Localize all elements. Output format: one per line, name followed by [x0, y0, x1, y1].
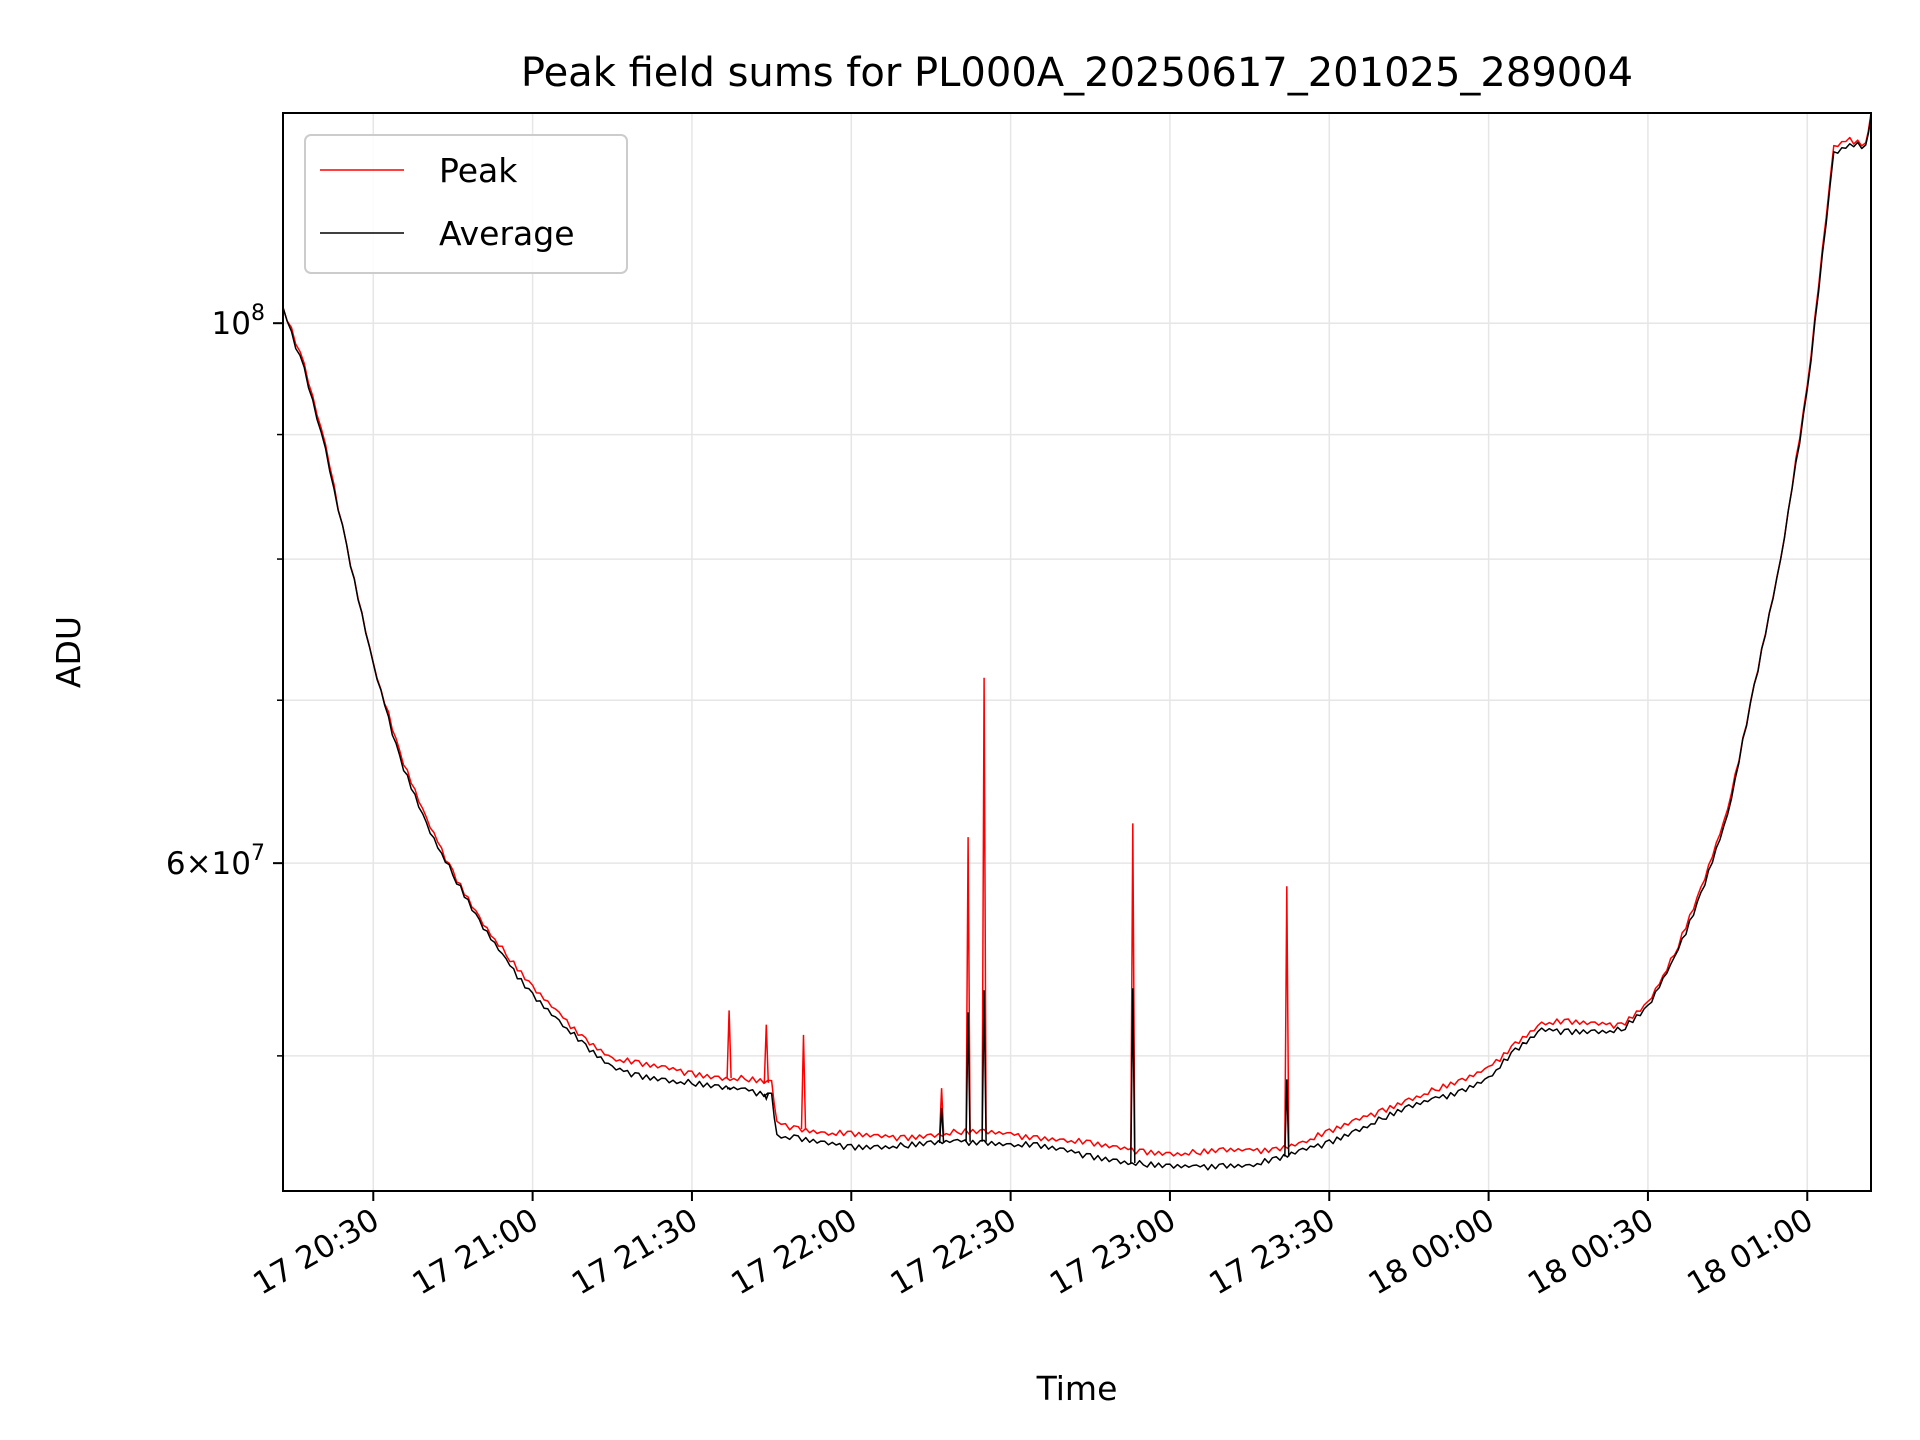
spike-peak [726, 1010, 732, 1079]
plot-area [282, 112, 1872, 1192]
series-line-average [282, 117, 1872, 1171]
spike-average [763, 1093, 770, 1102]
spike-average [1284, 1079, 1290, 1157]
x-axis-label: Time [1036, 1369, 1118, 1408]
legend-label-peak: Peak [439, 151, 518, 190]
spike-peak [981, 677, 987, 1133]
spike-average [726, 1087, 732, 1090]
legend: Peak Average [304, 134, 628, 274]
spike-peak [965, 837, 971, 1133]
spike-peak [763, 1024, 770, 1083]
y-tick-exponent: 8 [251, 301, 265, 326]
grid [283, 113, 1871, 1191]
series-layer [282, 112, 1872, 1171]
spike-average [965, 1012, 971, 1142]
y-tick-times: × [186, 846, 212, 882]
y-tick-label: 108 [212, 301, 265, 342]
y-tick-mantissa: 6 [166, 846, 186, 882]
series-line-peak [282, 112, 1872, 1157]
y-axis-label: ADU [49, 616, 88, 688]
y-tick-base: 10 [212, 846, 251, 882]
y-tick-exponent: 7 [251, 841, 265, 866]
y-tick-label: 6×107 [166, 841, 265, 882]
spike-average [981, 990, 987, 1142]
chart-title: Peak field sums for PL000A_20250617_2010… [521, 50, 1633, 96]
legend-label-average: Average [439, 214, 575, 253]
spike-peak [800, 1034, 807, 1130]
y-tick-base: 10 [212, 306, 251, 342]
spike-average [938, 1107, 945, 1144]
spike-peak [1284, 886, 1290, 1146]
spike-average [1130, 988, 1136, 1164]
